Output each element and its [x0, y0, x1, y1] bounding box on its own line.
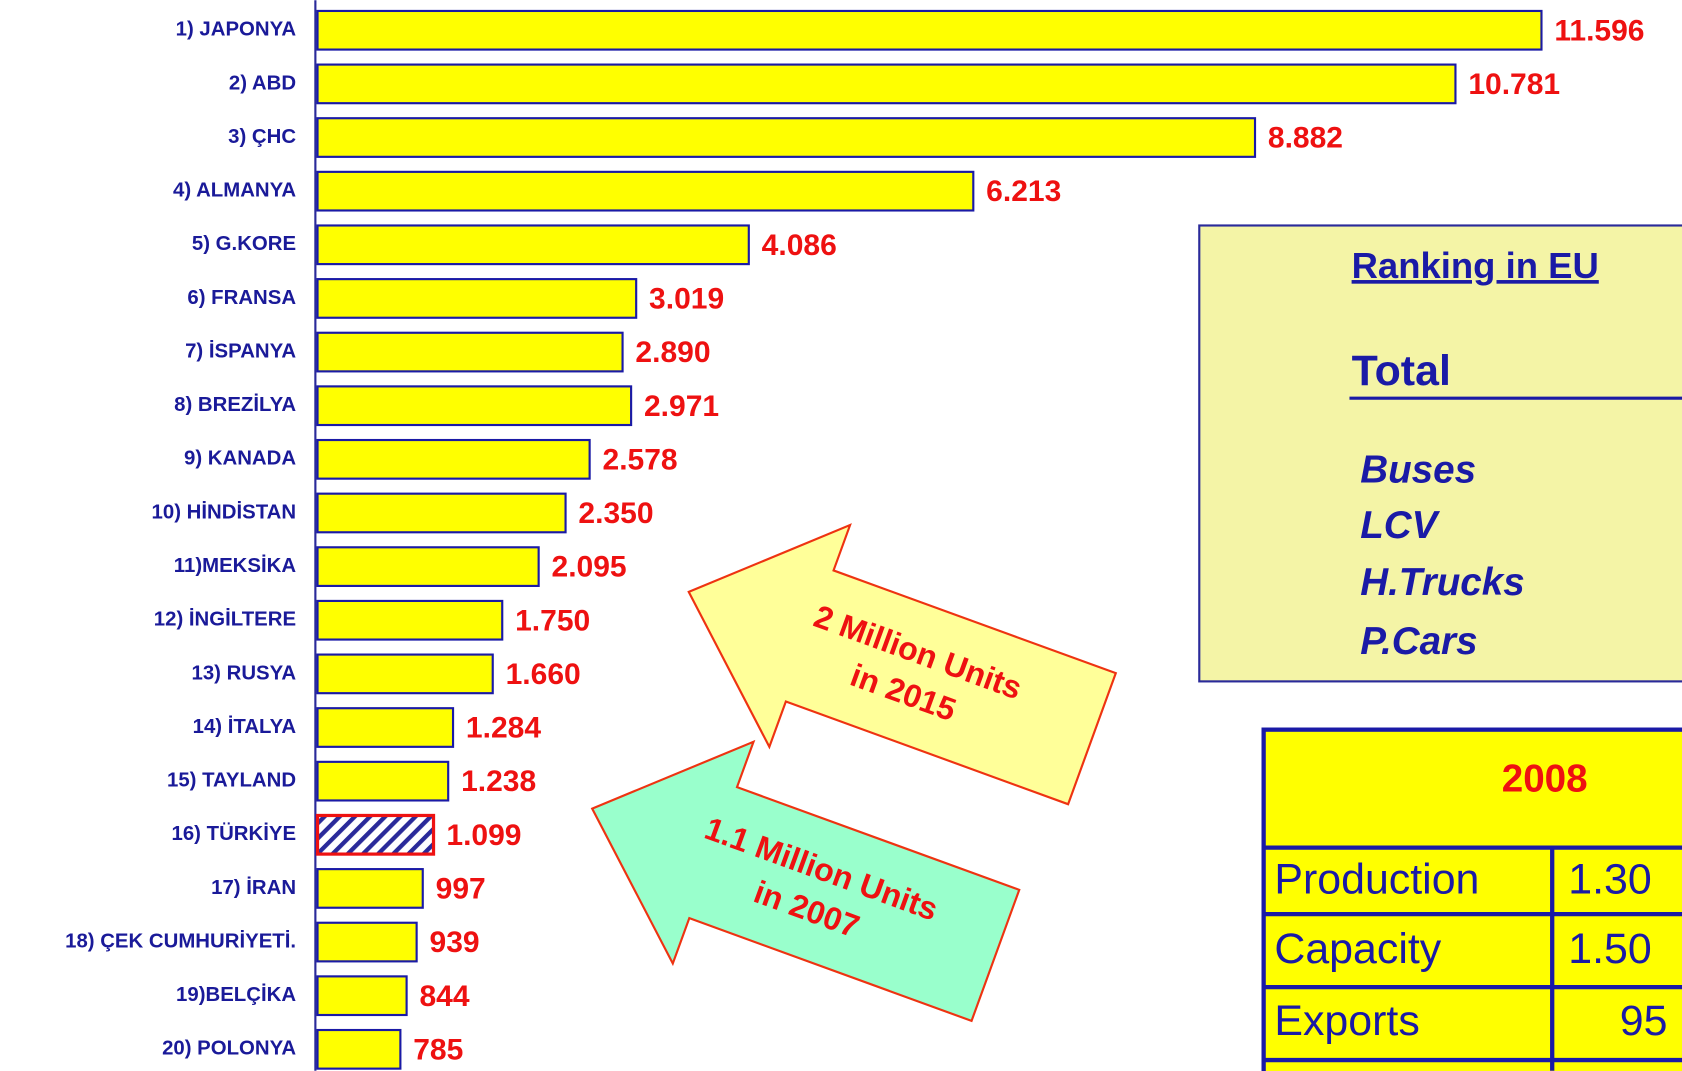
bar: [316, 1028, 402, 1070]
table-cell: 95: [1620, 997, 1668, 1045]
table-cell: Capacity: [1274, 925, 1441, 973]
eu-item: Buses: [1360, 448, 1476, 491]
bar: [316, 438, 591, 480]
value-label: 997: [436, 873, 486, 906]
value-label: 785: [413, 1033, 463, 1066]
category-label: 15) TAYLAND: [167, 770, 296, 792]
category-label: 6) FRANSA: [187, 287, 296, 309]
bar: [316, 492, 567, 534]
eu-item: P.Cars: [1360, 620, 1477, 663]
bar: [316, 331, 624, 373]
bar: [316, 9, 1543, 51]
bar: [316, 653, 494, 695]
bar: [316, 117, 1257, 158]
category-label: 16) TÜRKİYE: [172, 822, 297, 845]
category-label: 12) İNGİLTERE: [154, 608, 296, 631]
bar: [316, 868, 424, 909]
category-label: 1) JAPONYA: [176, 19, 297, 41]
eu-box: Ranking in EU Total Buses LCV H.Trucks P…: [1198, 224, 1682, 683]
value-label: 844: [419, 980, 469, 1013]
value-label: 939: [430, 926, 480, 959]
category-label: 13) RUSYA: [192, 662, 297, 684]
bar: [316, 170, 975, 212]
category-label: 5) G.KORE: [192, 233, 296, 255]
table-cell: Exports: [1274, 997, 1419, 1045]
bars: 1) JAPONYA 11.596 2) ABD 10.781 3) ÇHC 8.882 4…: [65, 9, 1645, 1070]
bar: [316, 975, 408, 1017]
value-label: 1.238: [461, 765, 536, 798]
value-label: 1.750: [515, 604, 590, 637]
category-label: 19)BELÇİKA: [176, 983, 296, 1006]
value-label: 4.086: [762, 229, 837, 262]
bar: [316, 760, 450, 802]
eu-box-bg: [1198, 224, 1682, 683]
value-label: 6.213: [986, 175, 1061, 208]
category-label: 20) POLONYA: [162, 1038, 296, 1060]
value-label: 2.095: [552, 551, 627, 584]
value-label: 8.882: [1268, 122, 1343, 155]
category-label: 2) ABD: [229, 72, 296, 94]
category-label: 18) ÇEK CUMHURİYETİ.: [65, 929, 296, 952]
bar: [315, 813, 436, 856]
table-cell: 1.50: [1568, 925, 1651, 973]
value-label: 11.596: [1554, 14, 1644, 47]
bar: [316, 546, 540, 587]
bar: [316, 63, 1457, 105]
eu-total: Total: [1352, 347, 1451, 395]
value-label: 2.971: [644, 390, 719, 423]
category-label: 4) ALMANYA: [173, 180, 296, 202]
category-label: 3) ÇHC: [228, 126, 296, 148]
bar: [316, 707, 455, 748]
value-label: 2.578: [603, 443, 678, 476]
table-header: 2008: [1502, 757, 1588, 800]
value-label: 1.284: [466, 712, 541, 745]
bar: [316, 921, 418, 963]
category-label: 7) İSPANYA: [185, 339, 296, 362]
value-label: 2.350: [578, 497, 653, 530]
arrow-2007: 1.1 Million Units in 2007: [590, 739, 1021, 1023]
value-label: 2.890: [635, 336, 710, 369]
eu-title: Ranking in EU: [1352, 245, 1599, 286]
eu-item: H.Trucks: [1360, 561, 1525, 604]
category-label: 11)MEKSİKA: [174, 554, 297, 577]
value-label: 10.781: [1468, 68, 1560, 101]
category-label: 14) İTALYA: [193, 715, 297, 738]
value-label: 1.660: [506, 658, 581, 691]
table-cell: Production: [1274, 855, 1479, 903]
category-label: 10) HİNDİSTAN: [152, 500, 297, 523]
value-label: 3.019: [649, 283, 724, 316]
bar: [316, 278, 638, 319]
bar: [316, 385, 633, 427]
category-label: 9) KANADA: [184, 448, 296, 470]
table: 2008 Production 1.30 Capacity 1.50 Expor…: [1261, 727, 1682, 1071]
category-label: 17) İRAN: [211, 876, 296, 899]
bar: [316, 224, 750, 266]
bar: [316, 599, 504, 641]
value-label: 1.099: [446, 819, 521, 852]
table-cell: 1.30: [1568, 855, 1651, 903]
eu-item: LCV: [1360, 504, 1440, 547]
arrow-2015: 2 Million Units in 2015: [687, 523, 1118, 806]
category-label: 8) BREZİLYA: [174, 393, 296, 416]
